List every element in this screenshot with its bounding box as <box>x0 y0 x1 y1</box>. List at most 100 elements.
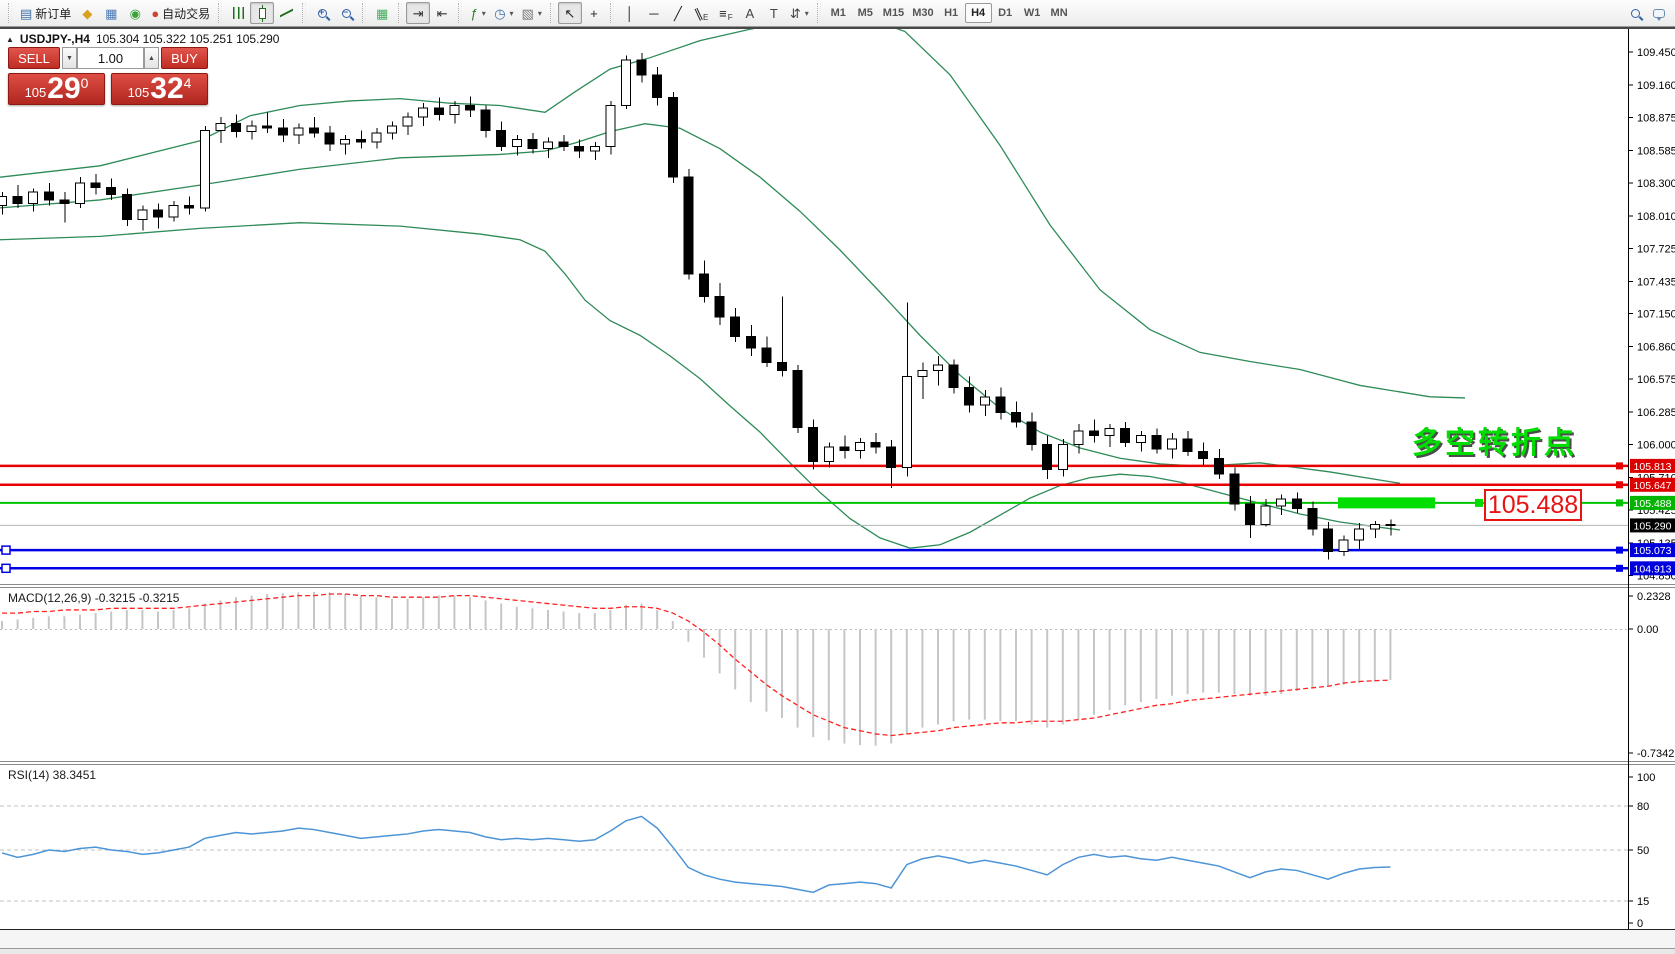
bollinger-layer <box>0 14 1466 549</box>
periods-button[interactable]: ◷ ▾ <box>490 2 517 24</box>
metaquotes-button[interactable]: ◆ <box>75 2 99 24</box>
fibonacci-sub-label: F <box>727 12 733 22</box>
svg-text:104.913: 104.913 <box>1634 563 1672 575</box>
horizontal-line-button[interactable]: ─ <box>642 2 666 24</box>
buy-price-small: 105 <box>127 85 150 100</box>
chart-line-button[interactable] <box>274 2 298 24</box>
candles-layer <box>0 53 1396 560</box>
buy-price-big: 32 <box>150 72 184 105</box>
sell-price-button[interactable]: 105 29 0 <box>8 73 105 105</box>
signals-button[interactable]: ◉ <box>123 2 147 24</box>
chart-shift-icon: ⇤ <box>436 5 448 21</box>
zoom-out-button[interactable]: − <box>334 2 358 24</box>
collapse-icon[interactable]: ▲ <box>6 34 14 44</box>
chat-icon <box>1653 8 1665 21</box>
fibonacci-button[interactable]: ≡ F <box>714 2 738 24</box>
toolbar: ▤ 新订单 ◆ ▦ ◉ ● 自动交易 + − ▦ ⇥ ⇤ ƒ ▾ ◷ ▾ ▧ ▾ ↖ + │ ─ ╱ ∥ E ≡ F A T ⇵ ▾ M1 M5… <box>0 0 1675 27</box>
macd-layer: 0.2328 0.00 -0.7342 <box>0 591 1674 760</box>
indicators-list-dropdown-icon[interactable]: ▾ <box>481 8 486 18</box>
sell-price-big: 29 <box>47 72 81 105</box>
vertical-line-button[interactable]: │ <box>618 2 642 24</box>
bollinger-middle-line <box>0 123 1401 484</box>
timeframe-m30-button[interactable]: M30 <box>912 7 934 19</box>
svg-text:0.2328: 0.2328 <box>1637 591 1671 603</box>
templates-button[interactable]: ▧ ▾ <box>518 2 546 24</box>
trendline-icon: ╱ <box>673 5 682 21</box>
text-label-button[interactable]: T <box>762 2 786 24</box>
time-axis[interactable] <box>0 929 1675 948</box>
svg-text:109.450: 109.450 <box>1637 47 1675 59</box>
timeframe-mn-button[interactable]: MN <box>1050 7 1068 19</box>
zoom-in-button[interactable]: + <box>310 2 334 24</box>
trendline-button[interactable]: ╱ <box>666 2 690 24</box>
auto-scroll-icon: ⇥ <box>412 5 424 21</box>
svg-text:109.160: 109.160 <box>1637 80 1675 92</box>
sell-button[interactable]: SELL <box>8 47 60 69</box>
axes-layer: 109.450 109.160 108.875 108.585 108.300 108.0… <box>0 28 1675 948</box>
svg-text:0.00: 0.00 <box>1637 624 1658 636</box>
svg-text:15: 15 <box>1637 896 1649 908</box>
timeframe-m15-button[interactable]: M15 <box>882 7 905 19</box>
tile-windows-button[interactable]: ▦ <box>370 2 394 24</box>
sell-price-sup: 0 <box>80 75 89 91</box>
svg-text:108.875: 108.875 <box>1637 112 1675 124</box>
templates-dropdown-icon[interactable]: ▾ <box>537 8 542 18</box>
chart-candles-button[interactable] <box>250 2 275 24</box>
timeframe-m1-button[interactable]: M1 <box>830 7 846 19</box>
macd-signal-line <box>2 593 1391 737</box>
autotrading-label: 自动交易 <box>162 6 211 21</box>
chart-bars-icon <box>232 7 244 19</box>
svg-text:50: 50 <box>1637 845 1649 857</box>
indicators-list-button[interactable]: ƒ ▾ <box>466 2 490 24</box>
zoom-out-icon: − <box>341 7 351 18</box>
svg-text:108.010: 108.010 <box>1637 211 1675 223</box>
highlight-bar[interactable] <box>1338 497 1435 509</box>
data-window-button[interactable]: ▦ <box>99 2 123 24</box>
rsi-label: RSI(14) 38.3451 <box>8 768 97 782</box>
buy-price-button[interactable]: 105 32 4 <box>111 73 208 105</box>
chart-shift-button[interactable]: ⇤ <box>430 2 454 24</box>
svg-text:0: 0 <box>1637 918 1643 930</box>
new-order-label: 新订单 <box>35 6 72 21</box>
arrows-button[interactable]: ⇵ ▾ <box>786 2 813 24</box>
arrows-dropdown-icon[interactable]: ▾ <box>804 8 809 18</box>
price-callout-label[interactable]: 105.488 <box>1484 489 1582 521</box>
autotrading-button[interactable]: ● 自动交易 <box>147 2 214 24</box>
chat-button[interactable] <box>1647 2 1671 24</box>
timeframe-m5-button[interactable]: M5 <box>857 7 873 19</box>
text-label-icon: T <box>769 5 778 21</box>
buy-button[interactable]: BUY <box>161 47 208 69</box>
volume-decrease-button[interactable]: ▼ <box>62 47 77 69</box>
volume-increase-button[interactable]: ▲ <box>144 47 159 69</box>
data-window-icon: ▦ <box>105 5 118 21</box>
periods-dropdown-icon[interactable]: ▾ <box>509 8 514 18</box>
equidistant-channel-button[interactable]: ∥ E <box>690 2 714 24</box>
new-order-button[interactable]: ▤ 新订单 <box>16 2 75 24</box>
arrows-icon: ⇵ <box>789 5 801 21</box>
symbol-period-label: USDJPY-,H4 <box>19 32 90 46</box>
text-button[interactable]: A <box>738 2 762 24</box>
svg-text:80: 80 <box>1637 801 1649 813</box>
horizontal-line-icon: ─ <box>649 5 659 21</box>
timeframe-h1-button[interactable]: H1 <box>944 7 959 19</box>
timeframe-w1-button[interactable]: W1 <box>1023 7 1041 19</box>
chart-bars-button[interactable] <box>226 2 250 24</box>
svg-text:107.150: 107.150 <box>1637 309 1675 321</box>
annotation-text[interactable]: 多空转折点 <box>1412 427 1577 460</box>
timeframe-d1-button[interactable]: D1 <box>998 7 1013 19</box>
sell-price-small: 105 <box>24 85 47 100</box>
rsi-line <box>1 815 1391 894</box>
svg-text:107.435: 107.435 <box>1637 276 1675 288</box>
crosshair-button[interactable]: + <box>582 2 606 24</box>
svg-text:105.813: 105.813 <box>1634 461 1672 473</box>
metaquotes-icon: ◆ <box>82 5 93 21</box>
svg-text:105.647: 105.647 <box>1634 480 1672 492</box>
auto-scroll-button[interactable]: ⇥ <box>406 2 431 24</box>
timeframe-h4-button[interactable]: H4 <box>964 3 992 23</box>
search-button[interactable] <box>1623 2 1647 24</box>
volume-input[interactable] <box>77 47 144 69</box>
cursor-button[interactable]: ↖ <box>557 2 582 24</box>
bollinger-upper-line <box>0 14 1466 399</box>
svg-text:108.300: 108.300 <box>1637 178 1675 190</box>
